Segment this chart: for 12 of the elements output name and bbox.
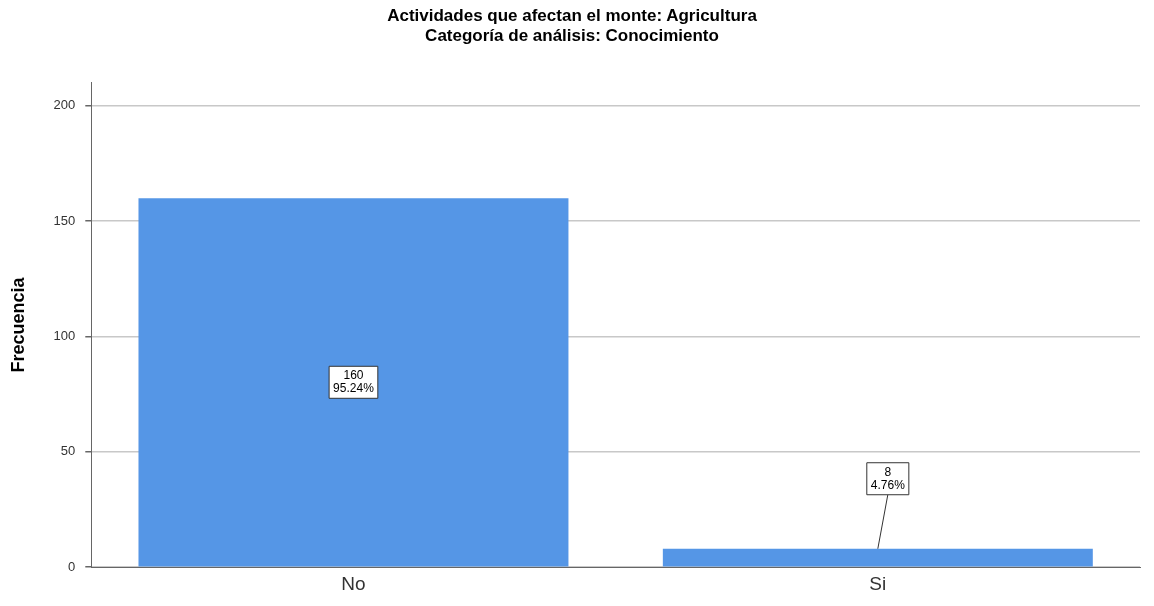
y-axis-title: Frecuencia [7,276,28,373]
y-tick-label: 150 [53,212,76,228]
chart-subtitle: Categoría de análisis: Conocimiento [425,26,719,46]
x-tick-label: No [341,572,366,594]
y-tick-label: 200 [53,97,76,113]
y-tick-label: 50 [60,443,76,459]
x-tick-label: Si [869,572,887,594]
chart-title: Actividades que afectan el monte: Agricultura [387,5,758,25]
y-tick-label: 100 [53,328,76,344]
y-tick-label: 0 [68,558,76,574]
data-label: 160 95.24% [333,368,375,396]
data-label: 8 4.76% [870,464,906,492]
